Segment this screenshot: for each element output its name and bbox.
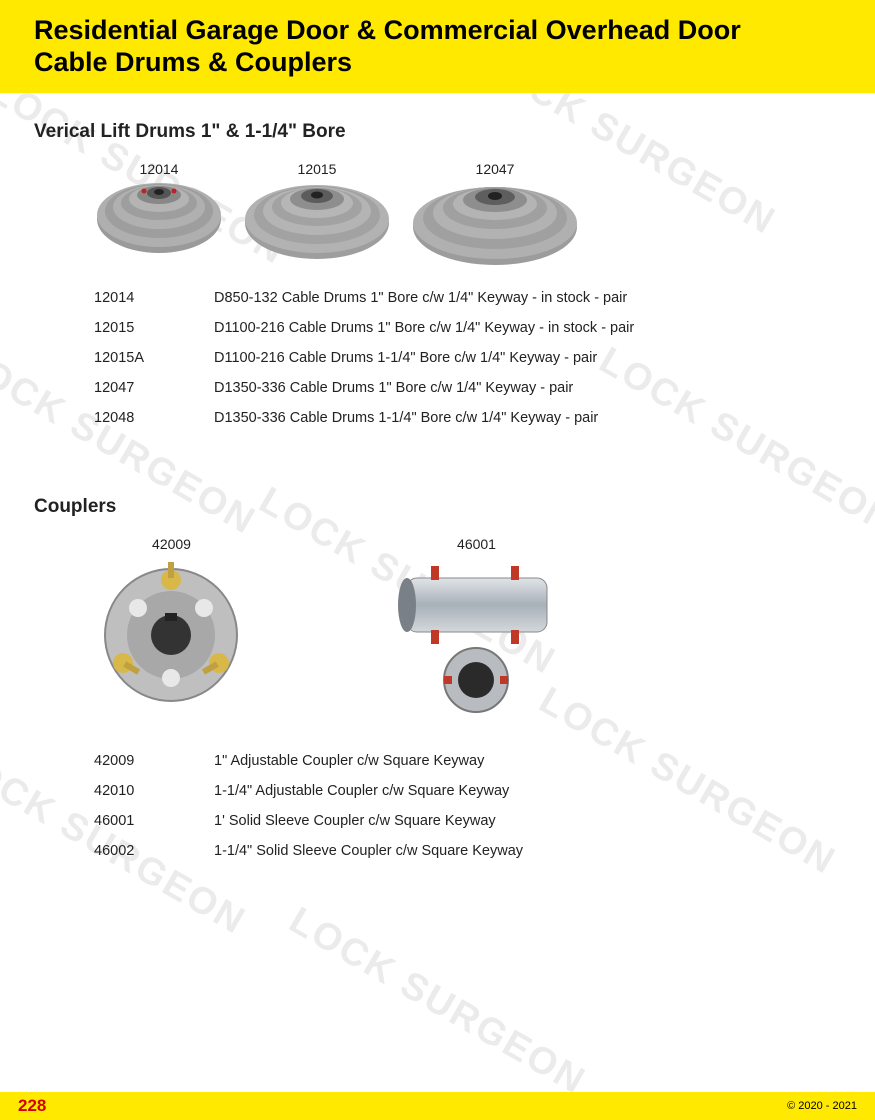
title-line2: Cable Drums & Couplers xyxy=(34,47,352,77)
coupler-images-row: 42009 xyxy=(94,536,841,725)
section2-title: Couplers xyxy=(34,496,841,518)
spec-code: 46001 xyxy=(94,813,214,829)
section2-table: 42009 1" Adjustable Coupler c/w Square K… xyxy=(94,753,841,859)
table-row: 42010 1-1/4" Adjustable Coupler c/w Squa… xyxy=(94,783,841,799)
table-row: 12014 D850-132 Cable Drums 1" Bore c/w 1… xyxy=(94,290,841,306)
spec-desc: D850-132 Cable Drums 1" Bore c/w 1/4" Ke… xyxy=(214,290,841,306)
drum-icon xyxy=(94,181,224,256)
spec-code: 12047 xyxy=(94,380,214,396)
drum-icon xyxy=(242,181,392,261)
table-row: 12048 D1350-336 Cable Drums 1-1/4" Bore … xyxy=(94,410,841,426)
spec-desc: 1" Adjustable Coupler c/w Square Keyway xyxy=(214,753,841,769)
section1-title: Verical Lift Drums 1" & 1-1/4" Bore xyxy=(34,121,841,143)
page-title: Residential Garage Door & Commercial Ove… xyxy=(34,14,841,79)
table-row: 12047 D1350-336 Cable Drums 1" Bore c/w … xyxy=(94,380,841,396)
sleeve-coupler-icon xyxy=(389,560,564,720)
table-row: 12015 D1100-216 Cable Drums 1" Bore c/w … xyxy=(94,320,841,336)
header-banner: Residential Garage Door & Commercial Ove… xyxy=(0,0,875,93)
spec-code: 12015 xyxy=(94,320,214,336)
copyright: © 2020 - 2021 xyxy=(787,1100,857,1112)
spec-desc: D1350-336 Cable Drums 1" Bore c/w 1/4" K… xyxy=(214,380,841,396)
drum-image-12015: 12015 xyxy=(242,161,392,261)
spec-desc: D1100-216 Cable Drums 1-1/4" Bore c/w 1/… xyxy=(214,350,841,366)
drum-image-12014: 12014 xyxy=(94,161,224,256)
spec-desc: D1100-216 Cable Drums 1" Bore c/w 1/4" K… xyxy=(214,320,841,336)
spec-code: 12048 xyxy=(94,410,214,426)
spec-code: 42009 xyxy=(94,753,214,769)
image-code: 12015 xyxy=(242,161,392,177)
spec-desc: D1350-336 Cable Drums 1-1/4" Bore c/w 1/… xyxy=(214,410,841,426)
table-row: 46002 1-1/4" Solid Sleeve Coupler c/w Sq… xyxy=(94,843,841,859)
table-row: 42009 1" Adjustable Coupler c/w Square K… xyxy=(94,753,841,769)
drum-image-12047: 12047 xyxy=(410,161,580,266)
section2: Couplers 42009 xyxy=(34,496,841,859)
spec-code: 46002 xyxy=(94,843,214,859)
footer-bar: 228 © 2020 - 2021 xyxy=(0,1092,875,1120)
table-row: 12015A D1100-216 Cable Drums 1-1/4" Bore… xyxy=(94,350,841,366)
spec-code: 12014 xyxy=(94,290,214,306)
title-line1: Residential Garage Door & Commercial Ove… xyxy=(34,15,741,45)
drum-images-row: 12014 12015 xyxy=(94,161,841,266)
drum-icon xyxy=(410,181,580,266)
table-row: 46001 1' Solid Sleeve Coupler c/w Square… xyxy=(94,813,841,829)
spec-desc: 1' Solid Sleeve Coupler c/w Square Keywa… xyxy=(214,813,841,829)
adjustable-coupler-icon xyxy=(94,560,249,710)
spec-code: 42010 xyxy=(94,783,214,799)
coupler-image-42009: 42009 xyxy=(94,536,249,715)
image-code: 46001 xyxy=(389,536,564,552)
section1-table: 12014 D850-132 Cable Drums 1" Bore c/w 1… xyxy=(94,290,841,426)
spec-desc: 1-1/4" Adjustable Coupler c/w Square Key… xyxy=(214,783,841,799)
image-code: 12014 xyxy=(94,161,224,177)
page-number: 228 xyxy=(18,1096,46,1116)
image-code: 12047 xyxy=(410,161,580,177)
image-code: 42009 xyxy=(94,536,249,552)
coupler-image-46001: 46001 xyxy=(389,536,564,725)
spec-code: 12015A xyxy=(94,350,214,366)
content: Verical Lift Drums 1" & 1-1/4" Bore 1201… xyxy=(0,93,875,859)
watermark-text: LOCK SURGEON xyxy=(282,899,593,1103)
spec-desc: 1-1/4" Solid Sleeve Coupler c/w Square K… xyxy=(214,843,841,859)
